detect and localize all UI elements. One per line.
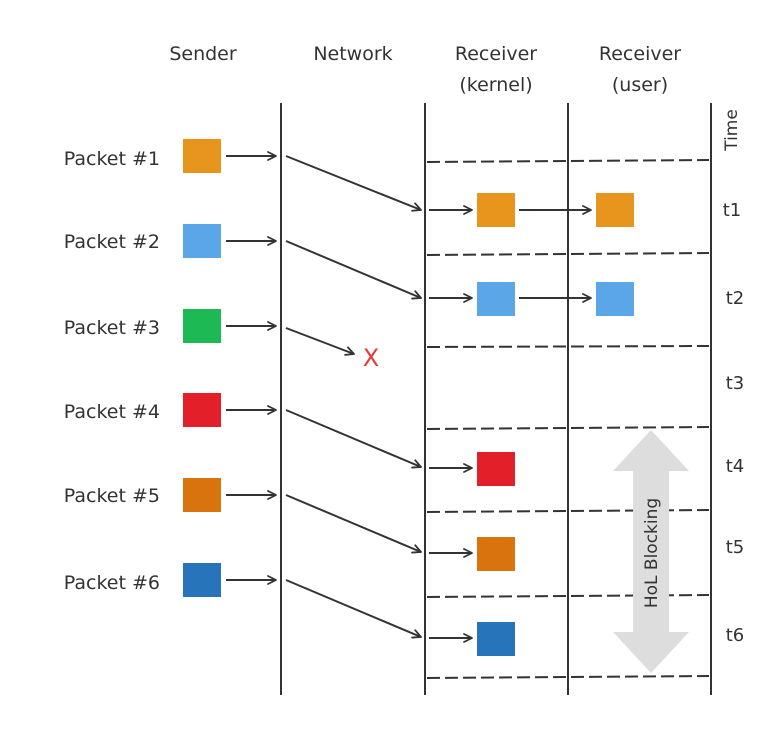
time-divider	[426, 252, 710, 256]
packet-label: Packet #6	[64, 572, 160, 594]
time-divider	[426, 426, 710, 430]
packet-label: Packet #2	[64, 231, 160, 253]
packet-row-1: Packet #1	[64, 139, 422, 212]
network-arrow	[285, 409, 422, 469]
sender-packet-square	[183, 139, 221, 173]
kernel-packet-square	[477, 622, 515, 656]
packet-row-3: Packet #3 X	[64, 309, 379, 372]
receiver-kernel-header-line2: (kernel)	[459, 74, 532, 96]
network-arrow	[285, 240, 422, 300]
time-slot-label: t5	[726, 537, 745, 558]
kernel-packet-square	[477, 282, 515, 316]
hol-blocking-arrow: HoL Blocking	[613, 430, 689, 673]
kernel-packet-square	[477, 452, 515, 486]
user-packet-square	[596, 193, 634, 227]
packet-row-4: Packet #4	[64, 393, 422, 469]
packet-row-2: Packet #2	[64, 224, 422, 300]
receiver-user-header-line1: Receiver	[599, 43, 681, 65]
time-slot-label: t3	[726, 373, 745, 394]
packet-row-5: Packet #5	[64, 478, 422, 554]
network-column-header: Network	[313, 43, 392, 65]
network-arrow	[285, 579, 422, 639]
kernel-packet-square	[477, 193, 515, 227]
time-divider	[426, 675, 710, 679]
packet-row-6: Packet #6	[64, 563, 422, 639]
kernel-packets	[429, 193, 515, 656]
sender-packet-square	[183, 478, 221, 512]
sender-packet-square	[183, 393, 221, 427]
packet-lost-marker: X	[363, 344, 379, 372]
sender-packet-square	[183, 563, 221, 597]
time-slot-label: t1	[723, 200, 742, 221]
packet-label: Packet #5	[64, 485, 160, 507]
network-arrow	[285, 155, 422, 212]
time-slot-labels: t1 t2 t3 t4 t5 t6	[723, 200, 745, 646]
time-slot-label: t2	[726, 288, 745, 309]
receiver-kernel-header-line1: Receiver	[455, 43, 537, 65]
time-slot-label: t6	[726, 625, 745, 646]
packet-label: Packet #3	[64, 317, 160, 339]
time-divider	[426, 345, 710, 348]
sender-packet-square	[183, 224, 221, 258]
packet-label: Packet #4	[64, 401, 160, 423]
time-axis-label: Time	[722, 109, 742, 152]
time-divider	[426, 159, 710, 163]
sender-column-header: Sender	[169, 43, 237, 65]
packet-label: Packet #1	[64, 148, 160, 170]
receiver-user-header-line2: (user)	[612, 74, 668, 96]
user-packets	[519, 193, 634, 316]
time-slot-label: t4	[726, 456, 745, 477]
user-packet-square	[596, 282, 634, 316]
network-arrow-lost	[285, 327, 355, 356]
sender-packet-square	[183, 309, 221, 343]
kernel-packet-square	[477, 537, 515, 571]
network-arrow	[285, 494, 422, 554]
hol-blocking-label: HoL Blocking	[642, 498, 662, 608]
